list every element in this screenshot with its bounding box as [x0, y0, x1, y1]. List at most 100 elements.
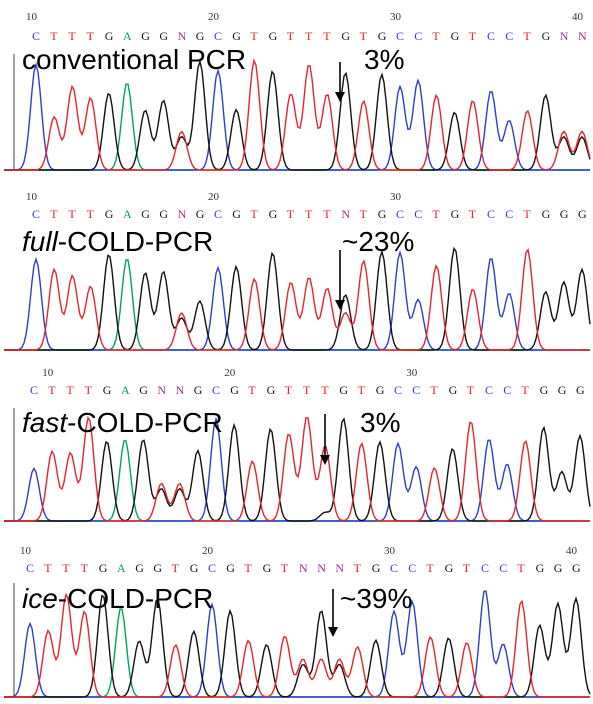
base-call: C — [505, 29, 513, 43]
base-call: G — [263, 561, 272, 575]
trace-t — [4, 58, 591, 171]
base-call: C — [30, 383, 38, 397]
base-call: C — [396, 207, 404, 221]
base-call: T — [469, 29, 477, 43]
base-call: G — [141, 29, 150, 43]
base-call: G — [194, 383, 203, 397]
panel-title-italic: full — [22, 226, 58, 257]
base-call: A — [123, 207, 132, 221]
base-call: T — [85, 383, 93, 397]
base-call: G — [560, 207, 569, 221]
base-call: T — [50, 207, 58, 221]
panel-title-full: full-COLD-PCR — [22, 226, 213, 258]
base-call: N — [178, 207, 187, 221]
base-call: A — [121, 383, 130, 397]
position-label: 30 — [384, 545, 396, 557]
base-call: G — [449, 383, 458, 397]
base-call: G — [230, 383, 239, 397]
base-call: G — [451, 29, 460, 43]
base-call: T — [360, 29, 368, 43]
base-call: T — [250, 29, 258, 43]
chromatogram-svg-ice: 10 20 30 40C T T T G A G G T G C G T G T N N N T G C C T G T C C T G G G — [4, 545, 591, 698]
base-call: T — [287, 29, 295, 43]
mutation-percent-ice: ~39% — [340, 583, 413, 614]
panel-title-italic: fast — [22, 407, 68, 438]
base-call: G — [542, 207, 551, 221]
base-call: C — [214, 29, 222, 43]
base-call: T — [68, 29, 76, 43]
base-call: N — [157, 383, 166, 397]
position-label: 20 — [208, 191, 220, 203]
base-call: G — [542, 29, 551, 43]
base-call: G — [159, 207, 168, 221]
base-call: T — [469, 207, 477, 221]
position-label: 10 — [26, 11, 38, 23]
base-call: N — [578, 29, 587, 43]
base-call: T — [360, 207, 368, 221]
base-call: T — [467, 383, 475, 397]
position-label: 40 — [566, 545, 578, 557]
base-call: G — [376, 383, 385, 397]
base-call: G — [190, 561, 199, 575]
base-call: T — [321, 383, 329, 397]
base-call: C — [505, 207, 513, 221]
base-call: T — [523, 207, 531, 221]
mutation-arrow-head — [328, 627, 338, 637]
chromatogram-panel-conventional: 10 20 30 40 C T T T G A G G N G C G T G T T T G T G C C T G T C C T G N N … — [0, 0, 593, 175]
base-call: C — [408, 561, 416, 575]
chromatogram-panel-fast: 10 20 30 C T T T G A G N N G C G T G T T T G T G C C T G T C C T G G G fa… — [0, 359, 593, 534]
base-call: A — [123, 29, 132, 43]
panel-title-conventional: conventional PCR — [22, 44, 246, 76]
base-call: N — [317, 561, 326, 575]
base-call: T — [250, 207, 258, 221]
base-call: C — [390, 561, 398, 575]
base-call: G — [339, 383, 348, 397]
base-call: T — [463, 561, 471, 575]
base-call: T — [244, 561, 252, 575]
base-call: T — [81, 561, 89, 575]
base-call: G — [572, 561, 581, 575]
base-call: G — [153, 561, 162, 575]
chromatogram-panel-ice: 10 20 30 40 C T T T G A G G T G C G T G T N N N T G C C T G T C C T G G G … — [0, 537, 593, 704]
panel-title-text: -COLD-PCR — [57, 583, 214, 614]
base-call: N — [341, 207, 350, 221]
base-call: G — [378, 29, 387, 43]
base-call: G — [445, 561, 454, 575]
panel-title-fast: fast-COLD-PCR — [22, 407, 223, 439]
base-call: C — [394, 383, 402, 397]
base-call: G — [576, 383, 585, 397]
base-call: G — [232, 29, 241, 43]
base-call: T — [323, 29, 331, 43]
mutation-percent-full: ~23% — [342, 226, 415, 257]
base-call: T — [48, 383, 56, 397]
base-call: C — [32, 207, 40, 221]
position-label: 10 — [42, 367, 54, 379]
base-call: G — [103, 383, 112, 397]
position-label: 40 — [572, 11, 584, 23]
base-call: G — [135, 561, 144, 575]
base-call: G — [99, 561, 108, 575]
base-call: T — [432, 207, 440, 221]
panel-title-ice: ice-COLD-PCR — [22, 583, 213, 615]
base-call: T — [432, 29, 440, 43]
base-call: A — [117, 561, 126, 575]
chromatogram-svg-fast: 10 20 30C T T T G A G N N G C G T G T T T G T G C C T G T C C T G G G — [4, 367, 591, 522]
base-call: G — [105, 29, 114, 43]
position-label: 30 — [390, 11, 402, 23]
base-call: C — [26, 561, 34, 575]
mutation-percent-fast: 3% — [360, 407, 401, 438]
trace-g — [4, 246, 591, 351]
base-call: C — [503, 383, 511, 397]
base-call: N — [299, 561, 308, 575]
base-call: G — [372, 561, 381, 575]
base-call: T — [50, 29, 58, 43]
position-label: 30 — [390, 191, 402, 203]
position-label: 20 — [202, 545, 214, 557]
base-call: G — [554, 561, 563, 575]
trace-c — [4, 62, 590, 171]
base-call: T — [248, 383, 256, 397]
base-call: T — [517, 561, 525, 575]
base-call: T — [521, 383, 529, 397]
base-call: G — [232, 207, 241, 221]
base-call: T — [87, 29, 95, 43]
